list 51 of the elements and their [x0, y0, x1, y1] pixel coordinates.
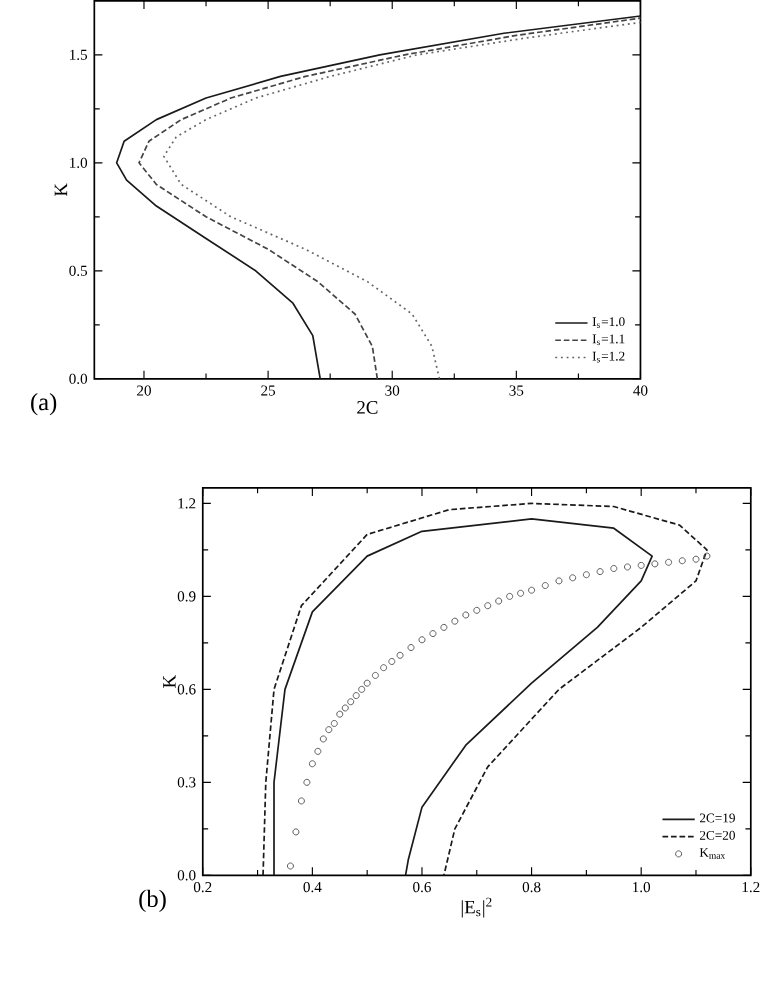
point	[451, 617, 459, 625]
point	[371, 671, 379, 679]
point	[664, 558, 672, 566]
point	[418, 636, 426, 644]
y-axis-title: K	[162, 674, 176, 688]
point	[407, 644, 415, 652]
point	[505, 592, 513, 600]
point	[396, 651, 404, 659]
point	[297, 797, 305, 805]
point	[462, 611, 470, 619]
point	[379, 664, 387, 672]
point	[292, 828, 300, 836]
point	[352, 692, 360, 700]
point	[363, 679, 371, 687]
point	[596, 568, 604, 576]
point	[494, 597, 502, 605]
point	[357, 685, 365, 693]
y-axis-title: K	[54, 183, 67, 197]
point	[678, 557, 686, 565]
point	[527, 586, 535, 594]
point	[516, 589, 524, 597]
point	[346, 698, 354, 706]
point	[336, 710, 344, 718]
point	[483, 602, 491, 610]
point	[623, 563, 631, 571]
point	[341, 704, 349, 712]
x-axis-title: 2C	[356, 401, 378, 414]
point	[473, 606, 481, 614]
text: (b)	[139, 889, 166, 913]
point	[440, 623, 448, 631]
point	[314, 747, 322, 755]
x-axis-title: |E$_{s}$|$^{2}$	[461, 897, 492, 918]
point	[541, 582, 549, 590]
point	[703, 552, 711, 560]
point	[651, 560, 659, 568]
text: (a)	[30, 393, 56, 416]
point	[429, 630, 437, 638]
point	[388, 657, 396, 665]
point	[637, 561, 645, 569]
point	[582, 571, 590, 579]
point	[692, 555, 700, 563]
point	[555, 577, 563, 585]
point	[319, 735, 327, 743]
point	[308, 760, 316, 768]
point	[330, 719, 338, 727]
point	[610, 565, 618, 572]
point	[286, 862, 294, 870]
point	[303, 778, 311, 786]
point	[325, 726, 333, 734]
point	[568, 574, 576, 582]
line-series	[272, 518, 653, 877]
